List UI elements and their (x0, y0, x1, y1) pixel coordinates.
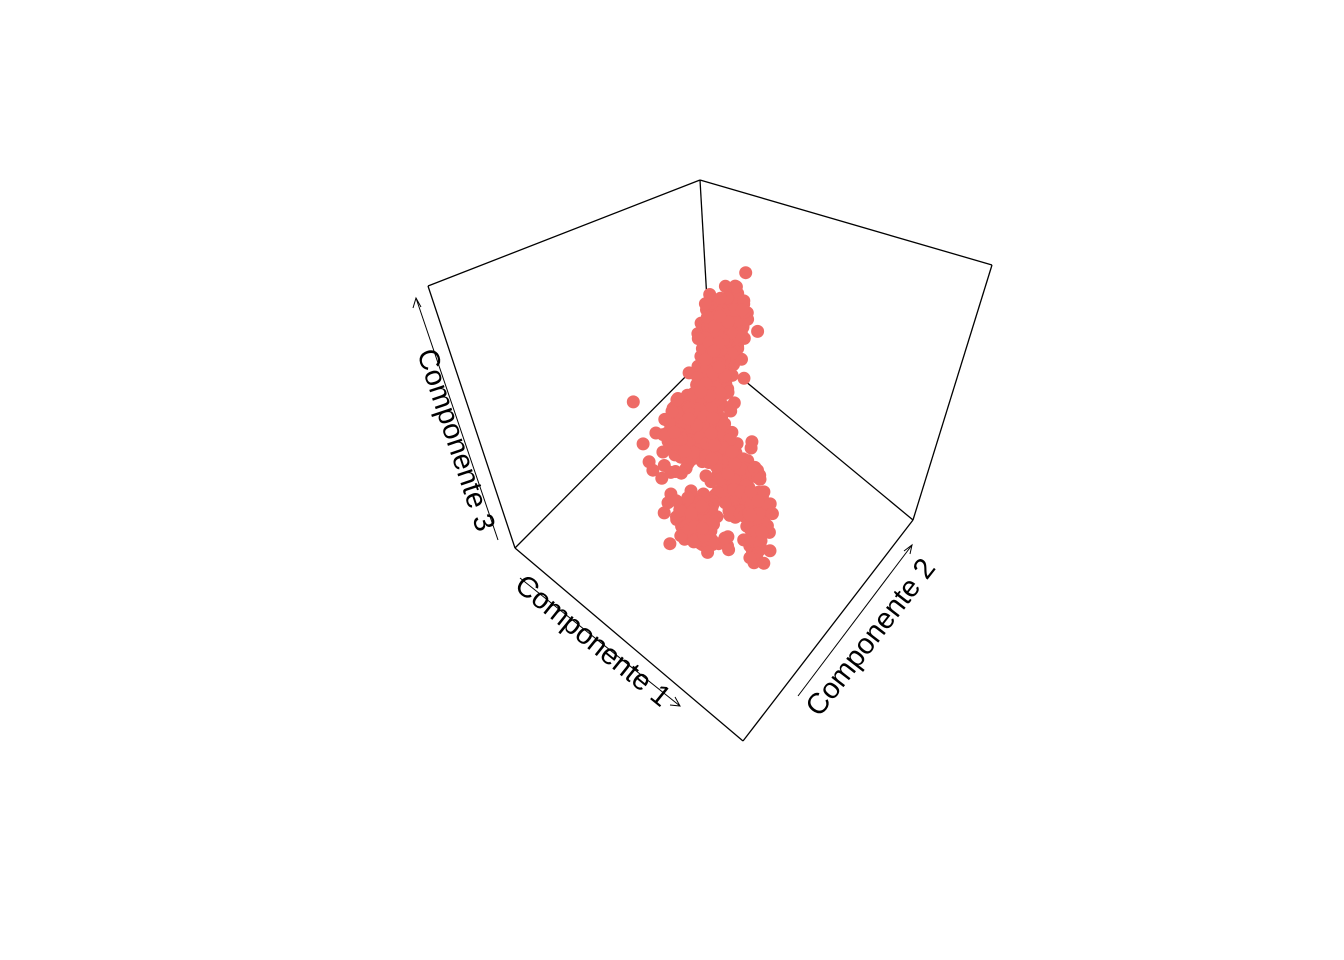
box-edge-top-right (699, 179, 993, 266)
scatter-point (657, 506, 671, 520)
scatter-point (735, 352, 748, 366)
scatter-point (763, 544, 777, 558)
box-edge-right-vertical (912, 264, 993, 521)
scatter-point (694, 385, 708, 399)
box-edge-floor-left (514, 351, 711, 549)
scatter-point (743, 508, 757, 522)
scatter-point (753, 472, 767, 486)
scatter-point (658, 412, 672, 426)
scatter-point (691, 332, 705, 346)
z-axis-label: Componente 3 (410, 345, 501, 536)
scatter-point (695, 500, 709, 513)
x-axis-label: Componente 1 (509, 569, 677, 714)
scatter-point (698, 297, 712, 311)
scatter-point (642, 455, 656, 469)
scatter-points (626, 266, 779, 570)
scatter-point (667, 425, 681, 439)
scatter-point (673, 504, 687, 518)
scatter-point (724, 404, 738, 418)
scatter-point (751, 324, 765, 338)
x-axis-arrow (519, 577, 681, 707)
y-axis-label: Componente 2 (800, 553, 942, 723)
scatter-point (682, 412, 695, 426)
scatter-point (751, 494, 765, 508)
scatter-point (737, 371, 751, 385)
scatter-point (755, 525, 769, 539)
y-axis-arrowhead (903, 543, 913, 555)
scatter-point (701, 545, 715, 559)
scatter-point (739, 266, 753, 280)
scatter-point (681, 491, 695, 505)
scatter-point (706, 411, 720, 425)
scatter-point (713, 386, 727, 400)
scatter-point (699, 353, 713, 367)
scatter-point (656, 445, 670, 459)
scatter-point (712, 360, 726, 374)
scatter-point (705, 452, 719, 466)
scatter-point (696, 521, 709, 535)
scatter-point (718, 496, 732, 510)
box-edge-front-right (742, 519, 914, 742)
scatter-point (687, 535, 701, 549)
scatter-point (684, 506, 698, 520)
scatter-point (663, 537, 677, 551)
box-edge-top-left (427, 179, 701, 287)
box-edge-left-vertical (427, 285, 516, 549)
scatter-point (757, 485, 771, 499)
scatter-point (678, 444, 692, 458)
scatter-point (728, 457, 742, 471)
scatter-point (729, 280, 743, 294)
scatter-point (743, 551, 757, 565)
scatter-point (704, 426, 718, 440)
scatter-point (670, 393, 684, 407)
scatter-point (708, 438, 722, 452)
scatter-point (721, 467, 735, 481)
scatter-point (636, 437, 650, 451)
scatter-point (669, 494, 683, 508)
scatter-point (700, 310, 714, 324)
scatter-point (744, 484, 758, 498)
scatter-point (699, 469, 713, 483)
scatter-point (744, 441, 758, 455)
y-axis-arrow (797, 544, 913, 697)
box-edge-front-left (514, 547, 744, 742)
axis-arrows (412, 296, 913, 707)
scatter-point (718, 417, 732, 431)
scatter-point (725, 445, 739, 459)
scatter-point (718, 531, 732, 545)
z-axis-arrowhead (412, 296, 422, 309)
x-axis-arrowhead (669, 696, 681, 707)
scatter-point (714, 291, 727, 305)
scatter-point (655, 471, 669, 485)
scatter-point (674, 466, 688, 480)
scatter-point (707, 344, 721, 358)
scatter-point (722, 543, 736, 557)
scatter-point (626, 395, 640, 409)
scatter-point (713, 309, 727, 323)
scatter-point (708, 320, 722, 333)
z-axis-arrow (415, 297, 499, 541)
scatter-point (757, 556, 771, 570)
scatter-point (735, 303, 749, 317)
